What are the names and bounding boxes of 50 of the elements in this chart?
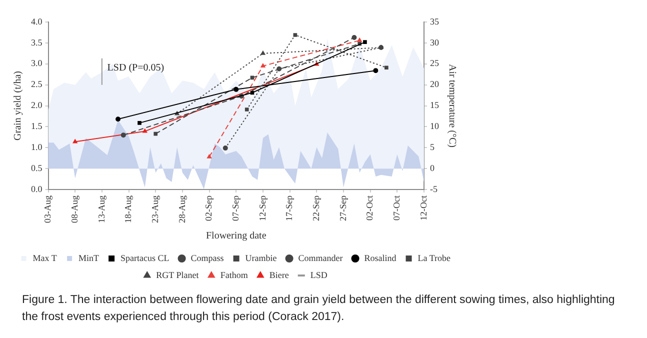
legend-label: Fathom <box>220 270 248 280</box>
y-tick-label: 2.5 <box>31 79 43 90</box>
x-tick-label: 23-Aug <box>150 195 160 224</box>
caption: Figure 1. The interaction between flowering date and grain yield between the different sowing times, also highlighting the frost events experienced through this period (Corack 2017). <box>22 293 616 325</box>
legend-label: Rosalind <box>364 252 397 263</box>
y2-tick-label: 25 <box>430 58 440 68</box>
y-tick-label: 3.0 <box>31 58 43 68</box>
x-tick-label: 08-Aug <box>69 195 80 224</box>
y2-tick-label: 35 <box>430 16 440 26</box>
x-tick-label: 18-Aug <box>123 195 134 224</box>
x-tick-label: 03-Aug <box>42 195 53 224</box>
x-tick-label: 02-Sep <box>204 195 214 222</box>
y-tick-label: 0.5 <box>31 162 43 173</box>
x-tick-label: 02-Oct <box>364 195 375 221</box>
x-tick-label: 22-Sep <box>311 195 321 222</box>
legend-label: Biere <box>269 270 289 280</box>
y2-tick-label: 5 <box>430 142 435 152</box>
y2-axis-title: Air temperature (°C) <box>446 64 458 148</box>
y2-tick-label: 30 <box>430 37 440 48</box>
legend-label: LSD <box>310 270 328 280</box>
y-axis-title: Grain yield (t/ha) <box>12 71 24 140</box>
legend-label: RGT Planet <box>156 270 200 280</box>
y-tick-label: 4.0 <box>31 16 43 26</box>
x-tick-label: 12-Sep <box>257 195 268 222</box>
y2-tick-label: 10 <box>430 121 440 132</box>
x-tick-label: 27-Sep <box>338 195 348 222</box>
x-tick-label: 28-Aug <box>176 195 187 224</box>
y2-tick-label: 15 <box>430 100 440 110</box>
legend-label: La Trobe <box>418 252 451 263</box>
x-tick-label: 07-Sep <box>230 195 240 222</box>
y-tick-label: 1.5 <box>31 121 43 132</box>
annotation: LSD (P=0.05) <box>107 62 164 74</box>
legend-label: Commander <box>298 252 343 263</box>
legend-label: Max T <box>32 252 58 263</box>
legend-label: Urambie <box>245 252 277 263</box>
legend-label: Spartacus CL <box>120 252 170 263</box>
legend-label: MinT <box>78 252 100 263</box>
y-tick-label: 3.5 <box>31 37 43 48</box>
y2-tick-label: 20 <box>430 79 440 90</box>
x-tick-label: 07-Oct <box>392 195 402 221</box>
y-tick-label: 0.0 <box>31 184 43 194</box>
y-tick-label: 2.0 <box>31 100 43 110</box>
x-tick-label: 17-Sep <box>284 195 294 222</box>
y-tick-label: 1.0 <box>31 142 43 152</box>
y2-tick-label: 0 <box>430 162 435 173</box>
legend-label: Compass <box>190 252 224 263</box>
y2-tick-label: -5 <box>430 184 438 194</box>
x-tick-label: 12-Oct <box>418 195 428 221</box>
x-tick-label: 13-Aug <box>96 195 106 224</box>
x-axis-title: Flowering date <box>206 230 267 242</box>
